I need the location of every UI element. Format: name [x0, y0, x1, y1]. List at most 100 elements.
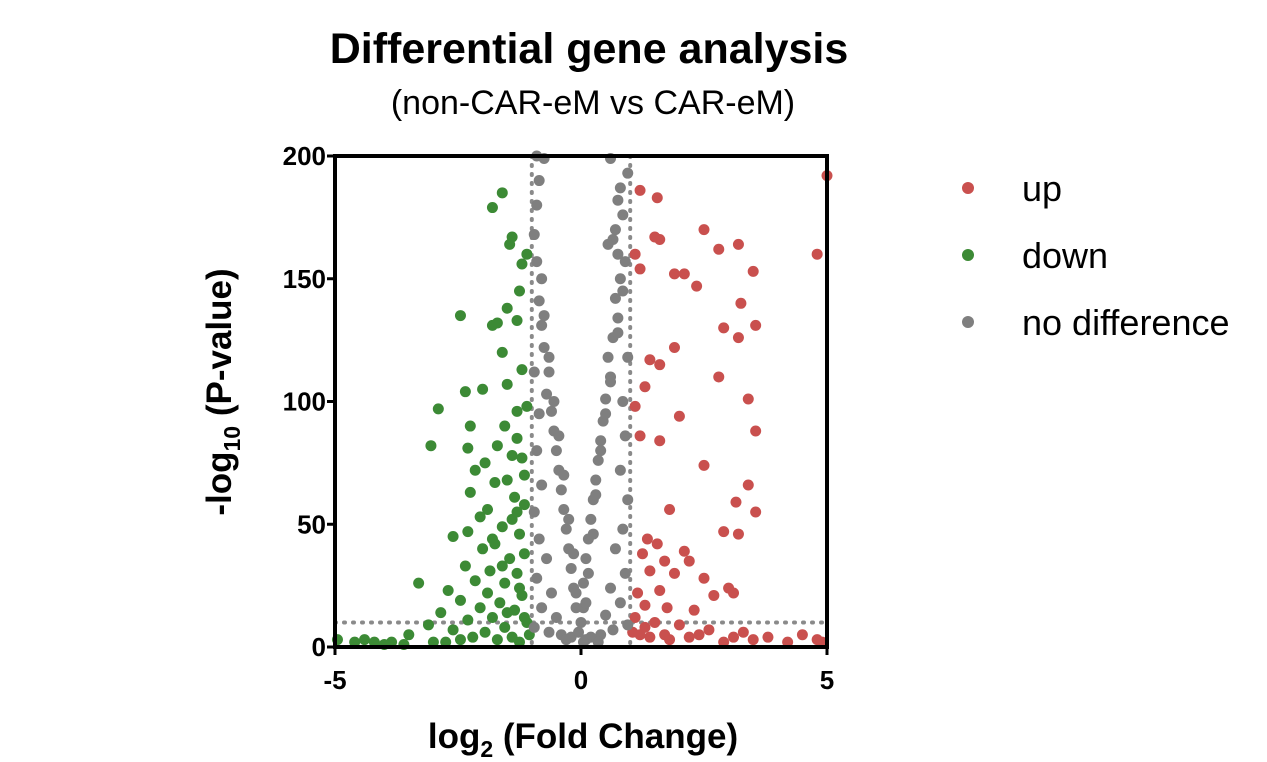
- point-down: [422, 619, 434, 631]
- point-up: [811, 248, 823, 260]
- point-no-difference: [560, 634, 572, 646]
- point-up: [732, 528, 744, 540]
- point-no-difference: [614, 182, 626, 194]
- point-no-difference: [580, 597, 592, 609]
- point-up: [634, 430, 646, 442]
- point-up: [762, 631, 774, 643]
- point-no-difference: [568, 548, 580, 560]
- point-down: [469, 575, 481, 587]
- point-down: [459, 386, 471, 398]
- legend-marker-down: [962, 249, 974, 261]
- point-down: [403, 629, 415, 641]
- point-no-difference: [533, 175, 545, 187]
- point-down: [496, 187, 508, 199]
- point-no-difference: [528, 506, 540, 518]
- point-up: [668, 341, 680, 353]
- point-up: [750, 319, 762, 331]
- point-no-difference: [541, 553, 553, 565]
- point-up: [632, 587, 644, 599]
- point-no-difference: [531, 572, 543, 584]
- point-down: [489, 477, 501, 489]
- data-points: [331, 150, 833, 651]
- point-down: [462, 526, 474, 538]
- point-no-difference: [602, 351, 614, 363]
- point-no-difference: [617, 209, 629, 221]
- point-down: [509, 491, 521, 503]
- point-down: [454, 594, 466, 606]
- point-down: [516, 364, 528, 376]
- point-down: [514, 636, 525, 648]
- point-up: [651, 192, 663, 204]
- point-down: [469, 464, 481, 476]
- chart-subtitle: (non-CAR-eM vs CAR-eM): [391, 84, 795, 122]
- point-no-difference: [545, 405, 557, 417]
- point-no-difference: [622, 619, 634, 631]
- point-up: [816, 636, 828, 648]
- point-no-difference: [612, 248, 624, 260]
- point-no-difference: [617, 396, 629, 407]
- point-no-difference: [592, 636, 604, 648]
- point-no-difference: [570, 587, 582, 599]
- point-down: [496, 346, 508, 358]
- point-up: [649, 231, 661, 243]
- point-up: [659, 629, 671, 641]
- point-down: [440, 636, 452, 648]
- point-down: [435, 607, 447, 619]
- point-no-difference: [580, 553, 592, 565]
- y-axis-label: -log10 (P-value): [200, 268, 245, 515]
- point-no-difference: [582, 567, 594, 579]
- point-no-difference: [585, 513, 597, 525]
- point-down: [504, 553, 516, 565]
- point-up: [728, 631, 740, 643]
- point-up: [728, 587, 740, 599]
- point-up: [654, 585, 666, 597]
- point-up: [735, 297, 747, 309]
- legend-marker-no-difference: [962, 316, 974, 328]
- legend-marker-up: [962, 182, 974, 194]
- point-up: [737, 626, 749, 638]
- point-down: [496, 560, 508, 572]
- point-down: [491, 440, 503, 452]
- y-tick-label: 50: [297, 509, 326, 539]
- point-no-difference: [553, 430, 565, 442]
- point-down: [479, 626, 491, 638]
- point-up: [654, 435, 666, 447]
- point-down: [349, 636, 361, 648]
- point-no-difference: [622, 494, 634, 506]
- point-down: [504, 238, 516, 250]
- point-up: [649, 616, 661, 628]
- point-no-difference: [617, 523, 629, 535]
- legend-label-no-difference: no difference: [1022, 302, 1230, 343]
- point-up: [644, 631, 656, 643]
- x-tick-label: -5: [323, 665, 346, 695]
- y-tick-label: 0: [312, 632, 326, 662]
- point-no-difference: [545, 587, 557, 599]
- point-down: [511, 405, 523, 417]
- point-down: [518, 469, 530, 481]
- chart-title: Differential gene analysis: [330, 25, 849, 73]
- point-down: [474, 511, 486, 523]
- point-down: [425, 440, 437, 452]
- point-down: [511, 567, 523, 579]
- point-down: [368, 636, 380, 648]
- point-up: [750, 506, 762, 518]
- point-no-difference: [565, 562, 577, 574]
- point-up: [683, 555, 695, 567]
- point-down: [477, 543, 489, 555]
- point-up: [742, 479, 754, 491]
- point-down: [499, 577, 511, 589]
- point-no-difference: [531, 199, 543, 211]
- point-up: [732, 238, 744, 250]
- point-no-difference: [550, 612, 562, 624]
- point-no-difference: [619, 430, 631, 442]
- point-up: [703, 624, 715, 636]
- point-down: [482, 504, 494, 516]
- point-no-difference: [533, 295, 545, 307]
- y-ticks: 0 50 100 150 200: [283, 141, 335, 662]
- legend-label-down: down: [1022, 235, 1108, 276]
- point-no-difference: [614, 273, 626, 285]
- point-no-difference: [550, 445, 562, 457]
- point-down: [486, 533, 498, 545]
- point-up: [634, 263, 646, 275]
- point-no-difference: [560, 523, 572, 535]
